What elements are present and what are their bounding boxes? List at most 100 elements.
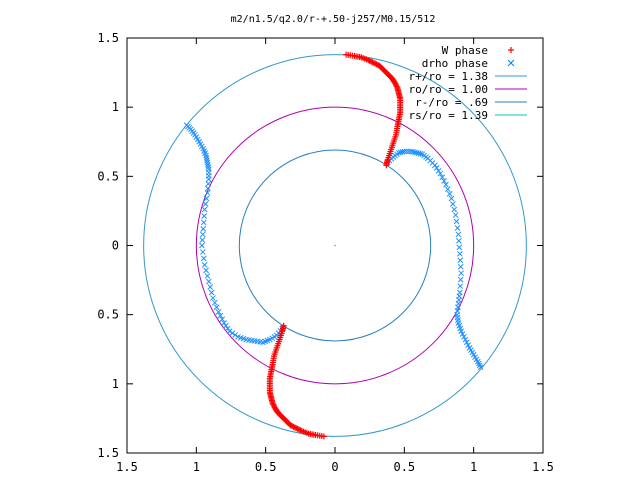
legend-label: rs/ro = 1.39 <box>409 109 488 122</box>
drho-phase-marker <box>462 336 469 343</box>
drho-phase-marker <box>229 330 236 336</box>
drho-phase-marker <box>200 226 207 232</box>
drho-phase-marker <box>201 262 208 268</box>
x-tick-label: 0 <box>331 460 338 474</box>
drho-phase-marker <box>224 325 231 332</box>
drho-phase-marker <box>211 299 218 306</box>
x-tick-label: 1 <box>470 460 477 474</box>
legend-label: r-/ro = .69 <box>415 96 488 109</box>
y-tick-label: 0 <box>112 239 119 253</box>
drho-phase-marker <box>203 267 209 274</box>
drho-phase-marker <box>401 148 408 155</box>
drho-phase-marker <box>254 338 261 345</box>
chart-title: m2/n1.5/q2.0/r-+.50-j257/M0.15/512 <box>231 14 436 25</box>
drho-phase-marker <box>202 201 209 207</box>
drho-phase-marker <box>204 273 211 279</box>
drho-phase-marker <box>203 152 209 159</box>
drho-phase-marker <box>203 155 210 161</box>
drho-phase-marker <box>465 342 471 348</box>
drho-phase-marker <box>246 337 252 343</box>
y-tick-label: 1.5 <box>97 446 119 460</box>
drho-phase-marker <box>194 136 201 143</box>
drho-phase-marker <box>455 320 462 326</box>
drho-phase-marker <box>201 206 208 213</box>
drho-phase-marker <box>215 309 222 315</box>
drho-phase-marker <box>433 165 440 171</box>
drho-phase-marker <box>446 191 453 197</box>
drho-phase-marker <box>399 149 406 155</box>
y-tick-label: 1 <box>112 100 119 114</box>
drho-phase-marker <box>437 170 444 177</box>
drho-phase-marker <box>226 328 233 335</box>
drho-phase-marker <box>199 242 205 249</box>
drho-phase-marker <box>417 150 424 157</box>
drho-phase-marker <box>251 338 258 344</box>
drho-phase-marker <box>475 360 482 367</box>
drho-phase-marker <box>466 345 473 351</box>
drho-phase-marker <box>205 164 212 170</box>
drho-phase-marker <box>207 284 214 290</box>
y-tick-label: 0.5 <box>97 308 119 322</box>
drho-phase-marker <box>455 300 462 307</box>
drho-phase-marker <box>219 316 226 323</box>
drho-phase-marker <box>257 339 263 345</box>
reference-circles <box>143 54 527 437</box>
drho-phase-marker <box>457 257 464 264</box>
drho-phase-marker <box>450 201 456 207</box>
drho-phase-marker <box>448 195 455 202</box>
legend-marker <box>507 59 515 67</box>
drho-phase-marker <box>441 178 447 184</box>
drho-phase-marker <box>199 237 206 243</box>
drho-phase-marker <box>403 148 410 155</box>
drho-phase-marker <box>452 212 459 218</box>
y-tick-label: 1.5 <box>97 31 119 45</box>
drho-phase-marker <box>199 249 206 255</box>
drho-phase-marker <box>457 276 464 283</box>
drho-phase-marker <box>474 358 481 365</box>
drho-phase-marker <box>199 143 205 150</box>
drho-phase-marker <box>459 331 466 337</box>
reference-circle <box>238 149 432 342</box>
x-tick-label: 1.5 <box>532 460 554 474</box>
drho-phase-marker <box>205 185 211 192</box>
drho-phase-marker <box>461 333 467 340</box>
drho-phase-marker <box>200 145 207 152</box>
drho-phase-marker <box>205 180 212 187</box>
drho-phase-marker <box>210 295 216 301</box>
drho-phase-marker <box>453 218 460 225</box>
reference-circle <box>195 106 475 385</box>
legend-label: ro/ro = 1.00 <box>409 83 488 96</box>
drho-phase-marker <box>204 157 210 164</box>
drho-phase-marker <box>196 138 202 145</box>
drho-phase-marker <box>458 328 465 335</box>
drho-phase-marker <box>443 181 449 188</box>
drho-phase-marker <box>473 356 480 363</box>
drho-phase-marker <box>454 314 461 321</box>
drho-phase-marker <box>470 351 477 358</box>
drho-phase-marker <box>457 283 464 289</box>
drho-phase-marker <box>192 131 198 138</box>
legend-label: r+/ro = 1.38 <box>409 70 488 83</box>
drho-phase-marker <box>454 225 461 231</box>
drho-phase-marker <box>468 347 474 354</box>
drho-phase-marker <box>203 195 210 202</box>
center-point <box>334 244 336 247</box>
drho-phase-marker <box>455 317 461 324</box>
drho-phase-marker <box>248 337 255 344</box>
drho-phase-marker <box>240 335 247 342</box>
drho-phase-marker <box>395 149 402 156</box>
x-tick-label: 1.5 <box>116 460 138 474</box>
drho-phase-marker <box>213 304 220 311</box>
drho-phase-marker <box>202 150 208 157</box>
drho-phase-marker <box>237 334 244 341</box>
drho-phase-marker <box>472 354 478 360</box>
drho-phase-marker <box>204 159 211 166</box>
drho-phase-marker <box>444 186 451 193</box>
drho-phase-marker <box>431 162 438 169</box>
drho-phase-marker <box>223 322 229 329</box>
x-tick-label: 0.5 <box>393 460 415 474</box>
drho-phase-marker <box>456 322 463 329</box>
